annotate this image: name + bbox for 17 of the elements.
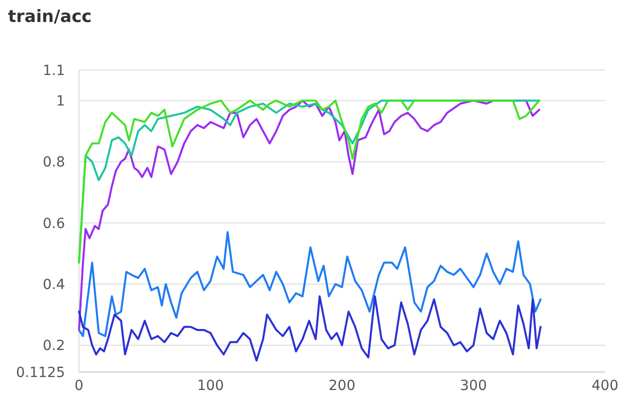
y-tick-label: 0.2 — [42, 338, 65, 354]
x-tick-label: 100 — [197, 378, 224, 394]
line-series — [78, 231, 542, 338]
x-tick-label: 0 — [74, 378, 84, 394]
line-series — [78, 295, 542, 362]
y-tick-label: 1 — [56, 93, 65, 110]
line-series — [78, 100, 540, 264]
y-tick-label: 0.4 — [42, 276, 66, 293]
line-series — [78, 100, 540, 331]
y-tick-label: 0.1125 — [16, 364, 65, 381]
x-tick-label: 400 — [592, 378, 618, 394]
y-tick-label: 0.8 — [42, 154, 65, 171]
chart-title: train/acc — [8, 7, 92, 27]
y-tick-label: 0.6 — [42, 216, 66, 232]
x-tick-label: 200 — [328, 378, 356, 394]
x-tick-label: 300 — [460, 378, 487, 394]
y-tick-label: 1.1 — [42, 62, 65, 79]
